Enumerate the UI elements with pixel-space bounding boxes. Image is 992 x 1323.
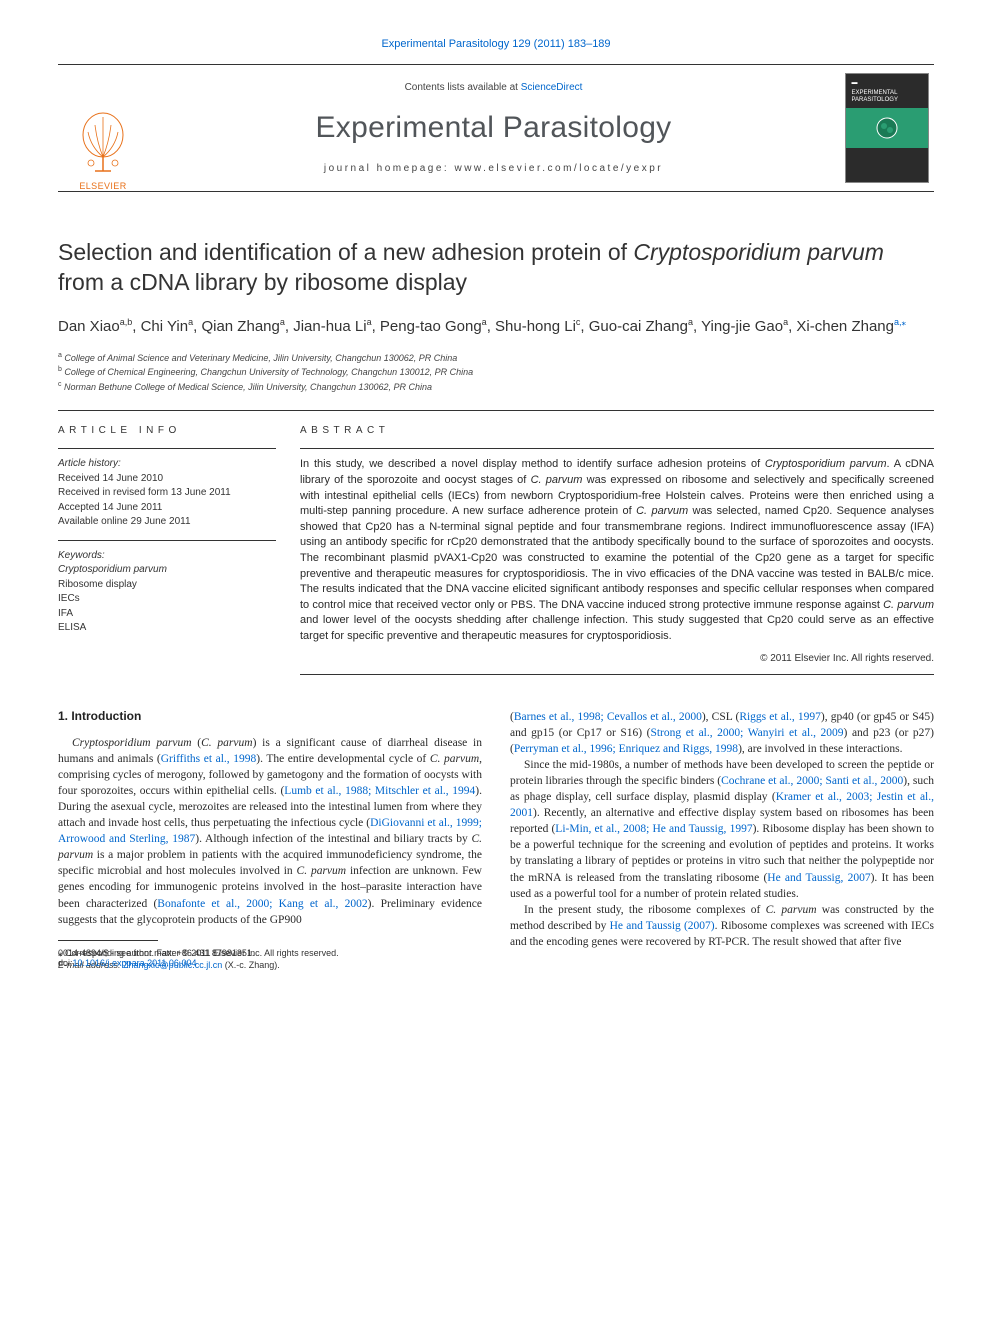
citation-header: Experimental Parasitology 129 (2011) 183… [58, 38, 934, 50]
doi-prefix: doi: [58, 958, 73, 968]
cite-griffiths[interactable]: Griffiths et al., 1998 [161, 753, 257, 765]
p1l: C. parvum [297, 865, 347, 877]
intro-text-left: Cryptosporidium parvum (C. parvum) is a … [58, 735, 482, 928]
online-date: Available online 29 June 2011 [58, 515, 276, 530]
abs-i4: C. parvum [883, 599, 934, 611]
issn-line: 0014-4894/$ - see front matter © 2011 El… [58, 948, 339, 958]
journal-cover-thumbnail: ▬ EXPERIMENTAL PARASITOLOGY [845, 73, 929, 183]
abstract-heading: ABSTRACT [300, 425, 934, 436]
cite-strong[interactable]: Strong et al., 2000; Wanyiri et al., 200… [650, 727, 843, 739]
elsevier-tree-icon [73, 107, 133, 177]
cover-publisher: ▬ [852, 80, 858, 86]
footer-left: 0014-4894/$ - see front matter © 2011 El… [58, 948, 339, 968]
contents-line: Contents lists available at ScienceDirec… [148, 82, 839, 93]
title-species: Cryptosporidium parvum [633, 239, 884, 265]
introduction-heading: 1. Introduction [58, 709, 482, 723]
p1b: ( [192, 737, 202, 749]
p4a: In the present study, the ribosome compl… [524, 904, 766, 916]
p1i: ). Although infection of the intestinal … [195, 833, 471, 845]
history-label: Article history: [58, 457, 276, 472]
masthead-banner: ELSEVIER Contents lists available at Sci… [58, 64, 934, 192]
abs-t4: was selected, named Cp20. Sequence analy… [300, 505, 934, 611]
keywords-label: Keywords: [58, 549, 276, 564]
intro-text-right: (Barnes et al., 1998; Cevallos et al., 2… [510, 709, 934, 950]
accepted-date: Accepted 14 June 2011 [58, 501, 276, 516]
cite-barnes[interactable]: Barnes et al., 1998; Cevallos et al., 20… [514, 711, 702, 723]
publisher-name: ELSEVIER [79, 181, 126, 191]
abstract-column: ABSTRACT In this study, we described a n… [300, 425, 934, 674]
article-title: Selection and identification of a new ad… [58, 238, 934, 298]
title-post: from a cDNA library by ribosome display [58, 269, 467, 295]
p1c: C. parvum [201, 737, 252, 749]
abs-i1: Cryptosporidium parvum [765, 458, 887, 470]
article-history: Article history: Received 14 June 2010 R… [58, 457, 276, 636]
doi-line: doi:10.1016/j.exppara.2011.06.004 [58, 958, 339, 968]
cover-title: EXPERIMENTAL PARASITOLOGY [852, 90, 924, 103]
cite-he2007[interactable]: He and Taussig, 2007 [767, 872, 870, 884]
abstract-copyright: © 2011 Elsevier Inc. All rights reserved… [300, 653, 934, 664]
section-divider [58, 410, 934, 411]
article-info-column: ARTICLE INFO Article history: Received 1… [58, 425, 276, 674]
author-list: Dan Xiaoa,b, Chi Yina, Qian Zhanga, Jian… [58, 316, 934, 337]
intro-p4: In the present study, the ribosome compl… [510, 902, 934, 950]
cite-cochrane[interactable]: Cochrane et al., 2000; Santi et al., 200… [721, 775, 903, 787]
p2e: ), are involved in these interactions. [738, 743, 902, 755]
received-date: Received 14 June 2010 [58, 472, 276, 487]
keywords-list: Cryptosporidium parvumRibosome displayIE… [58, 563, 276, 636]
info-sub-rule [58, 540, 276, 541]
journal-name: Experimental Parasitology [148, 111, 839, 145]
cite-limin[interactable]: Li-Min, et al., 2008; He and Taussig, 19… [555, 823, 752, 835]
abstract-rule [300, 448, 934, 449]
revised-date: Received in revised form 13 June 2011 [58, 486, 276, 501]
affiliations: a College of Animal Science and Veterina… [58, 351, 934, 395]
homepage-line: journal homepage: www.elsevier.com/locat… [148, 163, 839, 174]
p4b: C. parvum [766, 904, 817, 916]
masthead-center: Contents lists available at ScienceDirec… [148, 70, 839, 186]
intro-p2: (Barnes et al., 1998; Cevallos et al., 2… [510, 709, 934, 757]
p1e: ). The entire developmental cycle of [256, 753, 430, 765]
info-rule [58, 448, 276, 449]
p1f: C. parvum [430, 753, 479, 765]
abstract-bottom-rule [300, 674, 934, 675]
journal-cover-block: ▬ EXPERIMENTAL PARASITOLOGY [839, 65, 934, 191]
contents-prefix: Contents lists available at [405, 82, 521, 93]
cite-perryman[interactable]: Perryman et al., 1996; Enriquez and Rigg… [514, 743, 738, 755]
publisher-logo-block: ELSEVIER [58, 65, 148, 191]
cite-riggs[interactable]: Riggs et al., 1997 [739, 711, 821, 723]
abs-t5: and lower level of the oocysts shedding … [300, 614, 934, 642]
cite-bonafonte[interactable]: Bonafonte et al., 2000; Kang et al., 200… [157, 898, 367, 910]
abs-i2: C. parvum [531, 474, 583, 486]
body-right-column: (Barnes et al., 1998; Cevallos et al., 2… [510, 709, 934, 972]
intro-p1: Cryptosporidium parvum (C. parvum) is a … [58, 735, 482, 928]
abs-t1: In this study, we described a novel disp… [300, 458, 765, 470]
footnote-rule [58, 940, 158, 941]
cover-band-icon [846, 108, 928, 148]
p2b: ), CSL ( [702, 711, 739, 723]
abs-i3: C. parvum [636, 505, 688, 517]
homepage-prefix: journal homepage: [324, 163, 455, 174]
info-abstract-row: ARTICLE INFO Article history: Received 1… [58, 425, 934, 674]
body-left-column: 1. Introduction Cryptosporidium parvum (… [58, 709, 482, 972]
intro-p3: Since the mid-1980s, a number of methods… [510, 757, 934, 902]
sciencedirect-link[interactable]: ScienceDirect [521, 82, 583, 93]
title-pre: Selection and identification of a new ad… [58, 239, 633, 265]
homepage-url[interactable]: www.elsevier.com/locate/yexpr [454, 163, 663, 174]
body-columns: 1. Introduction Cryptosporidium parvum (… [58, 709, 934, 972]
article-info-heading: ARTICLE INFO [58, 425, 276, 436]
p1a: Cryptosporidium parvum [72, 737, 192, 749]
cite-he2007b[interactable]: He and Taussig (2007) [610, 920, 715, 932]
cite-lumb[interactable]: Lumb et al., 1988; Mitschler et al., 199… [284, 785, 475, 797]
abstract-body: In this study, we described a novel disp… [300, 457, 934, 644]
doi-link[interactable]: 10.1016/j.exppara.2011.06.004 [73, 958, 197, 968]
